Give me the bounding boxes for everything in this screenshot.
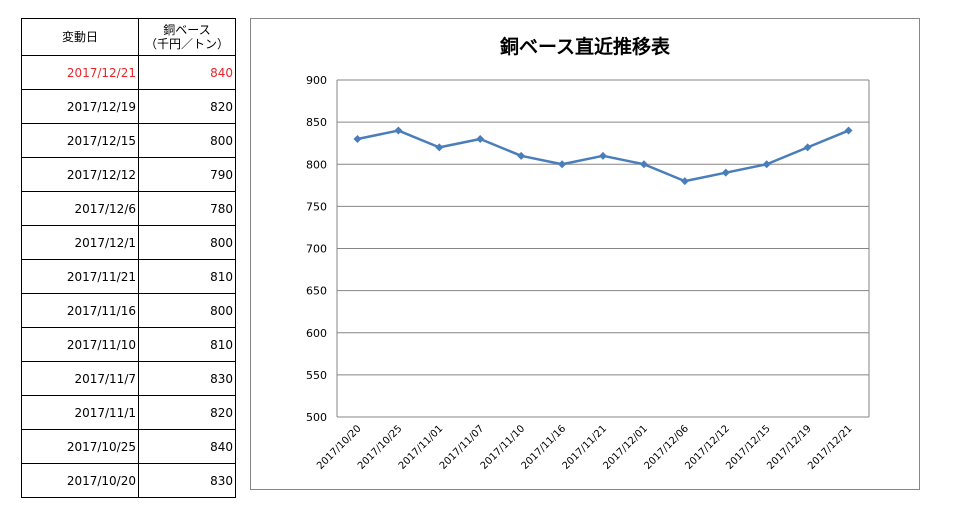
data-point <box>476 134 485 143</box>
row-price: 840 <box>138 429 236 464</box>
price-table: 変動日 銅ベース （千円／トン） 2017/12/21 840 2017/12/19… <box>21 18 236 498</box>
chart-area: 銅ベース直近推移表 500 550 600 650 700 750 800 850 900 20… <box>250 18 920 490</box>
table-body: 2017/12/21 840 2017/12/19 820 2017/12/15 800 2… <box>21 55 236 498</box>
data-point <box>680 177 689 186</box>
header-price-line2: （千円／トン） <box>144 37 229 51</box>
data-point <box>844 126 853 135</box>
table-row: 2017/12/15 800 <box>21 123 236 158</box>
row-price: 780 <box>138 191 236 226</box>
table-row: 2017/12/19 820 <box>21 89 236 124</box>
row-price: 800 <box>138 225 236 260</box>
row-price: 820 <box>138 89 236 124</box>
row-date: 2017/12/15 <box>21 123 139 158</box>
y-tick-label: 800 <box>306 158 327 171</box>
row-date: 2017/10/25 <box>21 429 139 464</box>
table-header-row: 変動日 銅ベース （千円／トン） <box>21 18 236 56</box>
y-tick-label: 700 <box>306 243 327 256</box>
chart-title: 銅ベース直近推移表 <box>500 35 671 58</box>
y-tick-label: 650 <box>306 285 327 298</box>
header-date: 変動日 <box>21 18 139 56</box>
data-point <box>435 143 444 152</box>
data-point <box>394 126 403 135</box>
header-price: 銅ベース （千円／トン） <box>138 18 236 56</box>
row-price: 840 <box>138 55 236 90</box>
row-price: 810 <box>138 327 236 362</box>
row-price: 800 <box>138 123 236 158</box>
x-tick-label: 2017/12/21 <box>806 423 855 472</box>
row-price: 810 <box>138 259 236 294</box>
table-row: 2017/11/10 810 <box>21 327 236 362</box>
row-price: 790 <box>138 157 236 192</box>
row-date: 2017/11/1 <box>21 395 139 430</box>
row-date: 2017/10/20 <box>21 463 139 498</box>
header-price-line1: 銅ベース <box>163 23 211 37</box>
row-date: 2017/12/12 <box>21 157 139 192</box>
table-row: 2017/11/16 800 <box>21 293 236 328</box>
y-tick-label: 850 <box>306 116 327 129</box>
row-date: 2017/11/16 <box>21 293 139 328</box>
data-point <box>762 160 771 169</box>
y-tick-label: 750 <box>306 200 327 213</box>
data-point <box>517 151 526 160</box>
table-row: 2017/11/7 830 <box>21 361 236 396</box>
row-date: 2017/12/6 <box>21 191 139 226</box>
table-row: 2017/11/21 810 <box>21 259 236 294</box>
row-date: 2017/12/1 <box>21 225 139 260</box>
y-tick-label: 600 <box>306 327 327 340</box>
table-row: 2017/12/6 780 <box>21 191 236 226</box>
table-row: 2017/12/12 790 <box>21 157 236 192</box>
table-row: 2017/12/1 800 <box>21 225 236 260</box>
table-row: 2017/10/20 830 <box>21 463 236 498</box>
row-date: 2017/12/21 <box>21 55 139 90</box>
data-point <box>721 168 730 177</box>
data-point <box>599 151 607 160</box>
row-date: 2017/11/10 <box>21 327 139 362</box>
table-row: 2017/12/21 840 <box>21 55 236 90</box>
row-price: 820 <box>138 395 236 430</box>
row-price: 830 <box>138 361 236 396</box>
row-price: 800 <box>138 293 236 328</box>
data-point <box>558 160 567 169</box>
row-date: 2017/11/21 <box>21 259 139 294</box>
data-point <box>803 143 812 152</box>
row-date: 2017/11/7 <box>21 361 139 396</box>
table-row: 2017/11/1 820 <box>21 395 236 430</box>
y-tick-label: 500 <box>306 411 327 424</box>
data-point <box>639 160 648 169</box>
table-row: 2017/10/25 840 <box>21 429 236 464</box>
y-tick-label: 550 <box>306 369 327 382</box>
row-date: 2017/12/19 <box>21 89 139 124</box>
line-chart: 銅ベース直近推移表 500 550 600 650 700 750 800 850 900 20… <box>306 35 870 472</box>
data-point <box>353 134 362 143</box>
y-tick-label: 900 <box>306 74 327 87</box>
row-price: 830 <box>138 463 236 498</box>
